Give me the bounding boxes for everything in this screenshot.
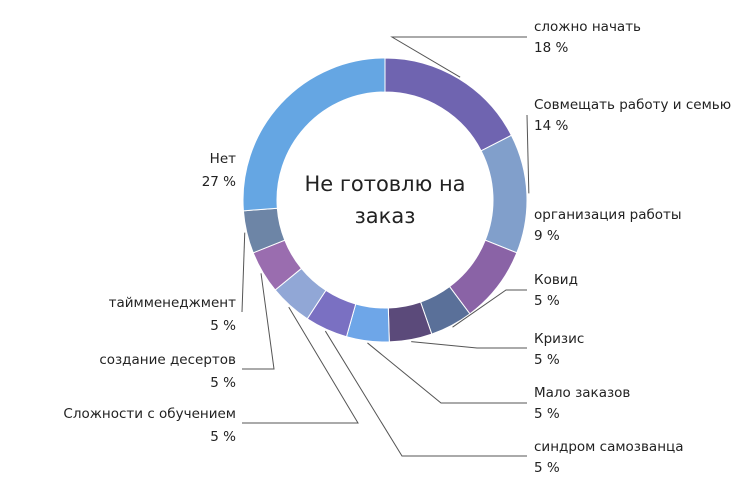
chart-title-line-1: Не готовлю на <box>304 172 465 196</box>
slice-сложно-начать <box>384 57 513 152</box>
slice-value-создание-десертов: 5 % <box>210 375 236 391</box>
slice-label-сложности-с-обучением: Сложности с обучением <box>63 406 236 422</box>
leader-line-синдром-самозванца <box>324 330 527 457</box>
slice-label-синдром-самозванца: синдром самозванца <box>534 439 684 455</box>
slice-label-создание-десертов: создание десертов <box>99 352 236 368</box>
leader-line-сложности-с-обучением <box>242 306 359 424</box>
slice-совмещать-работу-и-семью <box>480 134 528 254</box>
leader-line-совмещать-работу-и-семью <box>526 114 530 194</box>
slice-value-ковид: 5 % <box>534 293 560 309</box>
slice-label-организация-работы: организация работы <box>534 207 682 223</box>
leader-line-кризис <box>411 341 527 349</box>
slice-value-мало-заказов: 5 % <box>534 406 560 422</box>
chart-title-line-2: заказ <box>355 204 416 228</box>
donut-slices <box>242 57 528 343</box>
leader-line-мало-заказов <box>367 342 527 404</box>
slice-label-таймменеджмент: таймменеджмент <box>109 295 237 311</box>
slice-value-таймменеджмент: 5 % <box>210 318 236 334</box>
slice-value-организация-работы: 9 % <box>534 228 560 244</box>
slice-labels: сложно начать 18 % Совмещать работу и семь… <box>63 19 731 476</box>
slice-value-кризис: 5 % <box>534 352 560 368</box>
slice-label-сложно-начать: сложно начать <box>534 19 641 35</box>
slice-нет <box>242 57 386 212</box>
slice-label-совмещать-работу-и-семью: Совмещать работу и семью <box>534 97 731 113</box>
slice-value-синдром-самозванца: 5 % <box>534 460 560 476</box>
slice-label-кризис: Кризис <box>534 331 584 347</box>
leader-line-ковид <box>452 289 527 328</box>
leader-line-сложно-начать <box>390 36 527 78</box>
slice-value-нет: 27 % <box>202 174 236 190</box>
slice-label-ковид: Ковид <box>534 272 578 288</box>
slice-value-сложности-с-обучением: 5 % <box>210 429 236 445</box>
leader-lines <box>241 36 530 457</box>
leader-line-создание-десертов <box>242 273 275 370</box>
leader-line-таймменеджмент <box>241 232 246 313</box>
slice-label-мало-заказов: Мало заказов <box>534 385 630 401</box>
slice-value-совмещать-работу-и-семью: 14 % <box>534 118 568 134</box>
slice-value-сложно-начать: 18 % <box>534 40 568 56</box>
slice-label-нет: Нет <box>210 151 236 167</box>
